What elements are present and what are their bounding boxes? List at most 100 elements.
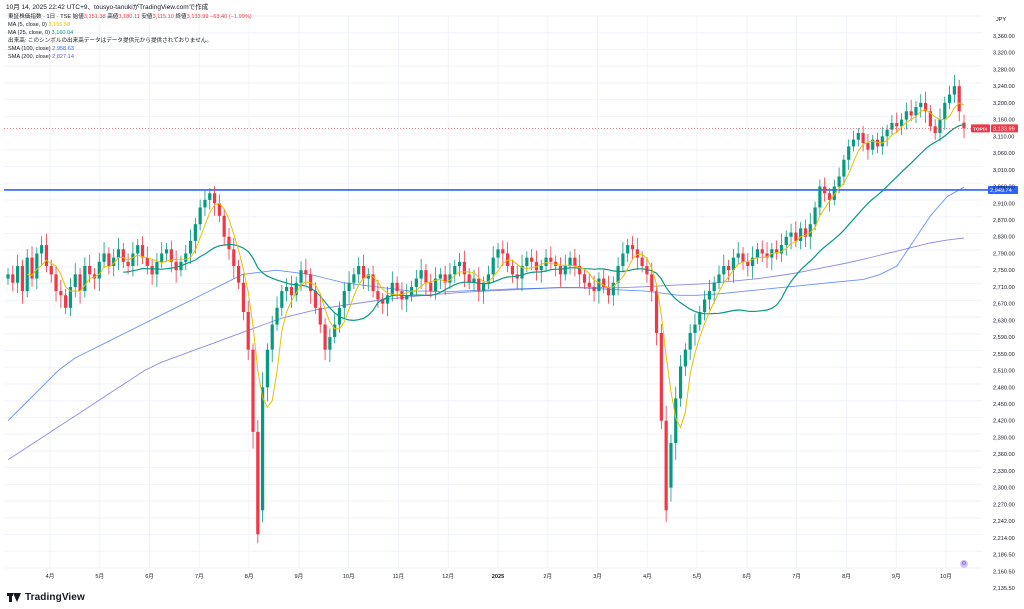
price-tick-label: 2,630.00 (993, 318, 1015, 324)
candle-body (419, 270, 423, 279)
candle-body (477, 278, 481, 292)
candle-body (669, 443, 673, 488)
price-tick-label: 3,280.00 (993, 67, 1015, 73)
ma25-path (123, 123, 965, 322)
candle-body (371, 274, 375, 292)
sma200-path (7, 237, 965, 461)
symbol-name[interactable]: 東証株価指数 · 1日 · TSE (8, 14, 72, 20)
candle-body (659, 332, 663, 421)
candle-body (251, 349, 255, 432)
price-tick-label: 2,270.00 (993, 502, 1015, 508)
candle-body (928, 111, 932, 127)
candle-body (914, 107, 918, 116)
candle-body (496, 249, 500, 258)
candle-body (438, 274, 442, 279)
candle-body (11, 274, 15, 283)
candle-body (107, 253, 111, 266)
ma5-legend[interactable]: MA (5, close, 0) 3,155.58 (8, 22, 70, 30)
time-axis[interactable]: 4月 5月 6月 7月 8月 9月 10月 11月 12月 2025 2月 3月 4月 5月 6月 7月 8月 9… (46, 573, 952, 580)
horizontal-line[interactable]: 2,949.74 (4, 185, 1018, 194)
candle-body (275, 307, 279, 325)
price-tick-label: 2,870.00 (993, 218, 1015, 224)
candlestick-series (6, 74, 966, 544)
candle-body (265, 349, 270, 388)
candle-body (827, 193, 832, 200)
candle-body (304, 270, 308, 275)
settings-icon[interactable]: ⚙ (960, 560, 968, 568)
candle-body (592, 286, 596, 292)
candle-body (203, 199, 207, 208)
candle-body (486, 274, 491, 283)
price-tick-label: 2,830.00 (993, 235, 1015, 241)
price-tick-label: 2,590.00 (993, 335, 1015, 341)
candle-body (145, 257, 149, 266)
candle-body (395, 282, 399, 292)
candle-body (212, 193, 217, 204)
price-tick-label: 3,200.00 (993, 101, 1015, 107)
candle-body (957, 86, 961, 112)
candle-body (847, 146, 851, 160)
candle-body (102, 253, 106, 262)
candle-body (573, 257, 577, 266)
ohlc-close-value: 3,133.99 (186, 14, 209, 20)
candle-body (866, 143, 870, 150)
candle-body (664, 420, 668, 511)
candle-body (534, 261, 539, 271)
ma5-name: MA (5, close, 0) (8, 22, 47, 28)
time-tick-label: 8月 (245, 573, 254, 580)
candle-body (842, 159, 846, 177)
time-tick-label: 12月 (442, 573, 454, 580)
candle-body (621, 253, 625, 266)
candle-body (208, 193, 212, 200)
candle-body (578, 266, 582, 275)
tradingview-logo[interactable]: TradingView (7, 592, 85, 603)
sma200-legend[interactable]: SMA (200, close) 2,827.14 (8, 54, 74, 62)
brand-name: TradingView (25, 592, 85, 603)
candle-body (875, 139, 880, 147)
candle-body (491, 257, 495, 275)
candle-body (299, 270, 303, 283)
candle-body (611, 282, 615, 296)
candle-body (654, 291, 659, 333)
candle-body (352, 274, 356, 283)
candle-body (174, 261, 178, 271)
candle-body (232, 249, 236, 266)
candle-body (88, 266, 92, 275)
candle-body (429, 282, 433, 292)
price-axis[interactable]: JPY 3,360.00 3,320.00 3,280.00 3,240.00 3,200… (993, 17, 1015, 592)
candle-body (674, 398, 678, 444)
candle-body (333, 324, 337, 338)
price-tick-label: 2,960.00 (993, 185, 1015, 191)
sma100-legend[interactable]: SMA (100, close) 2,958.63 (8, 46, 74, 54)
candle-body (683, 349, 687, 367)
candle-body (520, 266, 524, 279)
time-tick-label: 11月 (393, 573, 404, 580)
candle-body (952, 86, 956, 95)
candle-body (121, 249, 125, 262)
time-tick-label: 8月 (842, 573, 851, 580)
last-price-symbol-tag (971, 124, 990, 133)
candle-body (775, 249, 779, 254)
candle-body (136, 245, 140, 254)
candle-body (582, 274, 587, 283)
candle-body (789, 232, 793, 237)
symbol-legend[interactable]: 東証株価指数 · 1日 · TSE 始値3,151.38 高値3,180.11 … (8, 14, 252, 22)
horizontal-line-price-tag (988, 185, 1018, 194)
candle-body (779, 245, 784, 254)
ma25-legend[interactable]: MA (25, close, 0) 3,160.04 (8, 30, 73, 38)
candle-body (558, 266, 563, 275)
candle-body (184, 253, 188, 262)
price-tick-label: 2,300.00 (993, 486, 1015, 492)
candle-body (851, 139, 856, 147)
last-price-label: 3,133.99 (993, 126, 1015, 132)
candle-body (294, 282, 298, 296)
candle-body (313, 291, 318, 308)
candle-body (366, 274, 370, 279)
candle-body (97, 261, 101, 279)
time-tick-label: 2月 (543, 573, 552, 580)
candle-body (616, 266, 620, 283)
ohlc-change: −63.40 (−1.99%) (210, 14, 252, 20)
candle-body (880, 136, 884, 147)
candle-body (59, 291, 63, 296)
